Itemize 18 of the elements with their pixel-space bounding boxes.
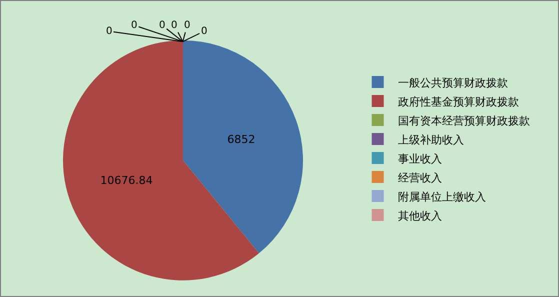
pie-slice <box>63 40 259 280</box>
legend-label: 附属单位上缴收入 <box>398 190 486 204</box>
legend-label: 事业收入 <box>398 152 442 166</box>
text: 0 <box>106 26 112 37</box>
legend-label: 一般公共预算财政拨款 <box>398 76 508 90</box>
legend-label: 经营收入 <box>398 171 442 184</box>
legend-label: 国有资本经营预算财政拨款 <box>398 114 530 128</box>
data-label: 6852 <box>227 133 256 146</box>
legend-label: 上级补助收入 <box>398 133 464 146</box>
text: 0 <box>159 20 166 31</box>
text: 0 <box>131 20 138 31</box>
text: 0 <box>201 26 208 37</box>
text: 0 <box>171 20 178 31</box>
text: 0 <box>184 20 190 31</box>
data-label: 10676.84 <box>100 174 153 188</box>
pie-slice <box>183 40 303 254</box>
legend-label: 政府性基金预算财政拨款 <box>398 95 519 108</box>
legend-label: 其他收入 <box>398 209 442 222</box>
